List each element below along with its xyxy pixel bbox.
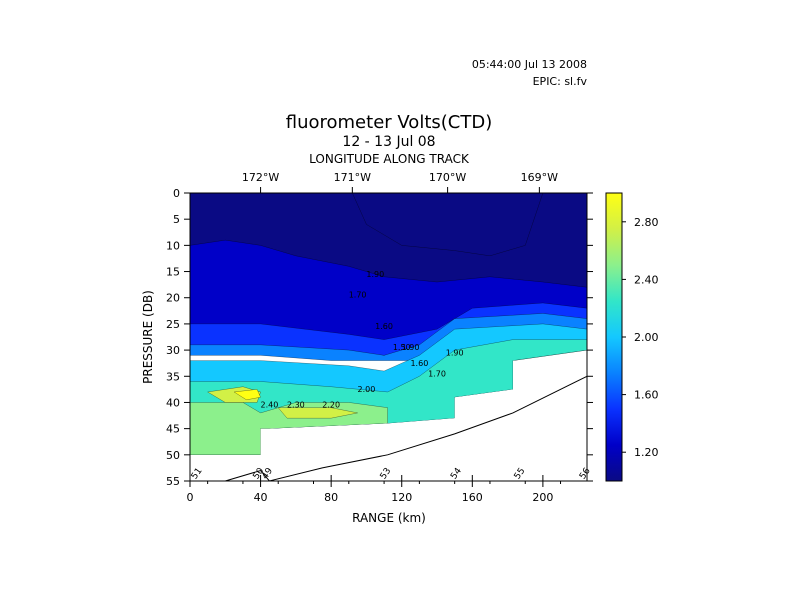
contour-band-9 (277, 407, 358, 419)
y-tick-label: 20 (166, 292, 180, 305)
colorbar-tick-label: 2.00 (634, 331, 659, 344)
plot-frame (189, 192, 588, 482)
colorbar: 1.20 1.60 2.00 2.40 2.80 (605, 192, 659, 482)
y-tick-label: 55 (166, 475, 180, 488)
top-tick-label: 172°W (242, 171, 279, 184)
colorbar-tick-label: 1.20 (634, 446, 659, 459)
contour-label: 1.90 (446, 348, 464, 357)
y-tick-label: 45 (166, 423, 180, 436)
contour-label: 1.70 (428, 369, 446, 378)
station-label-56: 56 (578, 466, 593, 481)
y-tick-label: 25 (166, 318, 180, 331)
contour-label: 1.50 (393, 343, 411, 352)
station-label-53: 53 (379, 466, 394, 481)
top-tick-label: 169°W (521, 171, 558, 184)
contour-label: 1.60 (410, 359, 428, 368)
y-tick-label: 0 (173, 187, 180, 200)
epic-label: EPIC: sl.fv (533, 75, 588, 88)
x-tick-label: 160 (462, 491, 483, 504)
plot-area: 1.901.701.601.501.601.701.901.902.002.20… (190, 193, 593, 482)
chart-subtitle: 12 - 13 Jul 08 (342, 134, 435, 150)
y-tick-label: 50 (166, 449, 180, 462)
station-label-51: 51 (190, 466, 205, 481)
x-tick-label: 200 (532, 491, 553, 504)
station-label-49: 49 (260, 466, 275, 481)
colorbar-tick-label: 2.40 (634, 273, 659, 286)
top-tick-label: 171°W (334, 171, 371, 184)
contour-label: 2.20 (322, 401, 340, 410)
chart-title: fluorometer Volts(CTD) (286, 112, 492, 133)
y-tick-label: 5 (173, 213, 180, 226)
contour-label: 1.90 (366, 270, 384, 279)
axes: 0 40 80 120 160 200 0 5 10 15 20 25 30 35 40 45 50 55 172°… (166, 171, 593, 504)
contour-band-2 (351, 193, 544, 257)
contour-label: 1.70 (349, 291, 367, 300)
contour-band-10 (233, 389, 261, 401)
contour-label: 2.00 (358, 385, 376, 394)
y-axis-label: PRESSURE (DB) (141, 290, 155, 384)
y-tick-label: 15 (166, 266, 180, 279)
timestamp: 05:44:00 Jul 13 2008 (472, 58, 587, 71)
contour-fill (190, 193, 587, 455)
contour-label: 1.90 (402, 343, 420, 352)
contour-label: 1.60 (375, 322, 393, 331)
x-tick-label: 120 (391, 491, 412, 504)
colorbar-tick-label: 1.60 (634, 389, 659, 402)
y-tick-label: 35 (166, 370, 180, 383)
colorbar-scale (605, 192, 623, 482)
top-tick-label: 170°W (429, 171, 466, 184)
y-tick-label: 10 (166, 239, 180, 252)
x-tick-label: 80 (324, 491, 338, 504)
station-label-54: 54 (449, 466, 464, 481)
top-axis-label: LONGITUDE ALONG TRACK (309, 152, 470, 166)
x-tick-label: 0 (187, 491, 194, 504)
y-tick-label: 30 (166, 344, 180, 357)
contour-label: 2.30 (287, 401, 305, 410)
y-tick-label: 40 (166, 396, 180, 409)
x-tick-label: 40 (254, 491, 268, 504)
x-axis-label: RANGE (km) (352, 511, 426, 525)
station-label-55: 55 (513, 466, 528, 481)
contour-label: 2.40 (260, 401, 278, 410)
colorbar-tick-label: 2.80 (634, 216, 659, 229)
bottom-profile-line (225, 375, 588, 482)
